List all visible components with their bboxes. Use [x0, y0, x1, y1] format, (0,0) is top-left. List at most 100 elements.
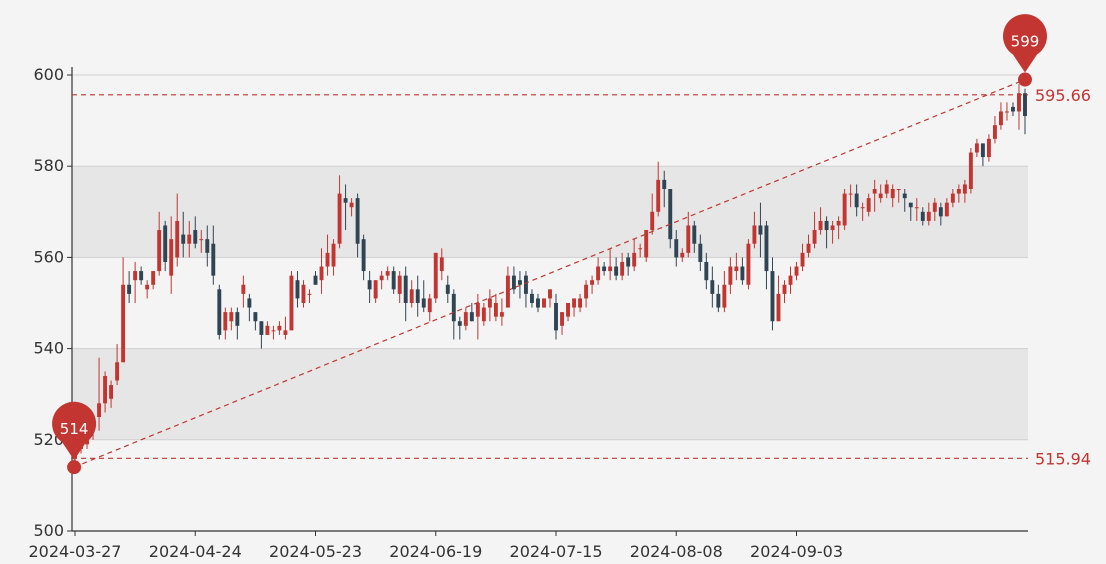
candle — [968, 147, 973, 194]
candle-body — [379, 275, 384, 281]
candle-body — [716, 293, 721, 308]
candle — [283, 316, 288, 340]
candle-body — [409, 289, 414, 303]
candle — [572, 298, 577, 317]
candle — [151, 271, 156, 290]
candle-body — [740, 266, 745, 281]
candle-body — [307, 293, 312, 295]
candle-body — [319, 266, 324, 281]
x-tick-label: 2024-07-15 — [510, 542, 603, 561]
candle-body — [932, 202, 937, 212]
candle-body — [578, 298, 583, 308]
candle-body — [325, 252, 330, 267]
candle — [914, 198, 919, 221]
candle-body — [163, 225, 168, 262]
candle-body — [469, 312, 474, 322]
candle-body — [788, 275, 793, 285]
candle-body — [950, 193, 955, 203]
candle — [830, 220, 835, 244]
candle — [698, 234, 703, 272]
candle-body — [914, 207, 919, 209]
candle — [253, 312, 258, 331]
candle — [602, 261, 607, 276]
candle — [608, 248, 613, 281]
candle-body — [812, 230, 817, 244]
candle — [181, 211, 186, 258]
candle — [980, 143, 985, 167]
candle — [704, 252, 709, 290]
candle-body — [313, 275, 318, 285]
min-pin: 514 — [52, 401, 97, 475]
x-tick-label: 2024-05-23 — [269, 542, 362, 561]
candle — [103, 371, 108, 413]
candle — [127, 271, 132, 303]
candle — [235, 307, 240, 340]
candle-body — [1005, 111, 1009, 113]
candle — [349, 198, 354, 217]
candle — [596, 257, 601, 285]
candle-body — [427, 298, 432, 313]
candle — [343, 184, 348, 231]
candle-body — [830, 225, 835, 231]
x-tick-label: 2024-09-03 — [750, 542, 843, 561]
candle — [902, 189, 907, 212]
candle-body — [421, 298, 426, 308]
candle-body — [97, 403, 102, 417]
candle-body — [854, 193, 859, 208]
candle — [337, 175, 342, 249]
candle — [536, 293, 540, 313]
candle-body — [908, 202, 913, 208]
mark-line-label: 595.66 — [1035, 86, 1091, 105]
candle — [373, 280, 378, 303]
candle — [650, 193, 655, 235]
candle — [530, 289, 534, 308]
candle — [974, 138, 979, 158]
candle-body — [644, 230, 649, 258]
candle — [169, 216, 174, 294]
candle — [842, 189, 847, 231]
candle — [217, 284, 222, 340]
candle-body — [361, 239, 366, 272]
candle — [163, 220, 168, 272]
candle-body — [998, 111, 1003, 126]
candle-body — [956, 189, 961, 194]
candle-body — [247, 298, 252, 308]
candle-body — [692, 225, 697, 244]
candle-body — [920, 211, 925, 221]
candle — [139, 266, 144, 285]
x-tick-label: 2024-08-08 — [630, 542, 723, 561]
candle-body — [355, 198, 360, 244]
candle — [884, 179, 889, 199]
candle — [614, 257, 619, 281]
candle — [782, 280, 787, 303]
candle-body — [572, 298, 577, 308]
candle — [854, 184, 859, 217]
candle-body — [343, 198, 348, 203]
candle-body — [133, 271, 138, 281]
candle — [205, 225, 210, 267]
candle — [229, 307, 234, 331]
candle-body — [974, 143, 979, 153]
max-pin: 599 — [1002, 14, 1047, 87]
candle-body — [698, 243, 703, 262]
candle-body — [668, 189, 673, 240]
candle — [463, 307, 468, 331]
candle-body — [554, 303, 558, 331]
candle-body — [199, 239, 204, 241]
candle-body — [223, 312, 228, 331]
candle — [115, 344, 120, 386]
candle — [301, 280, 306, 308]
x-tick-label: 2024-06-19 — [389, 542, 482, 561]
candle — [824, 216, 829, 249]
grid-band — [72, 348, 1028, 440]
candle — [758, 202, 763, 258]
candle-body — [151, 271, 156, 285]
candle — [121, 257, 126, 363]
candle-body — [992, 125, 997, 139]
candle-body — [626, 257, 631, 267]
candle-body — [536, 298, 540, 308]
candle — [511, 266, 516, 294]
candle-body — [590, 280, 595, 285]
